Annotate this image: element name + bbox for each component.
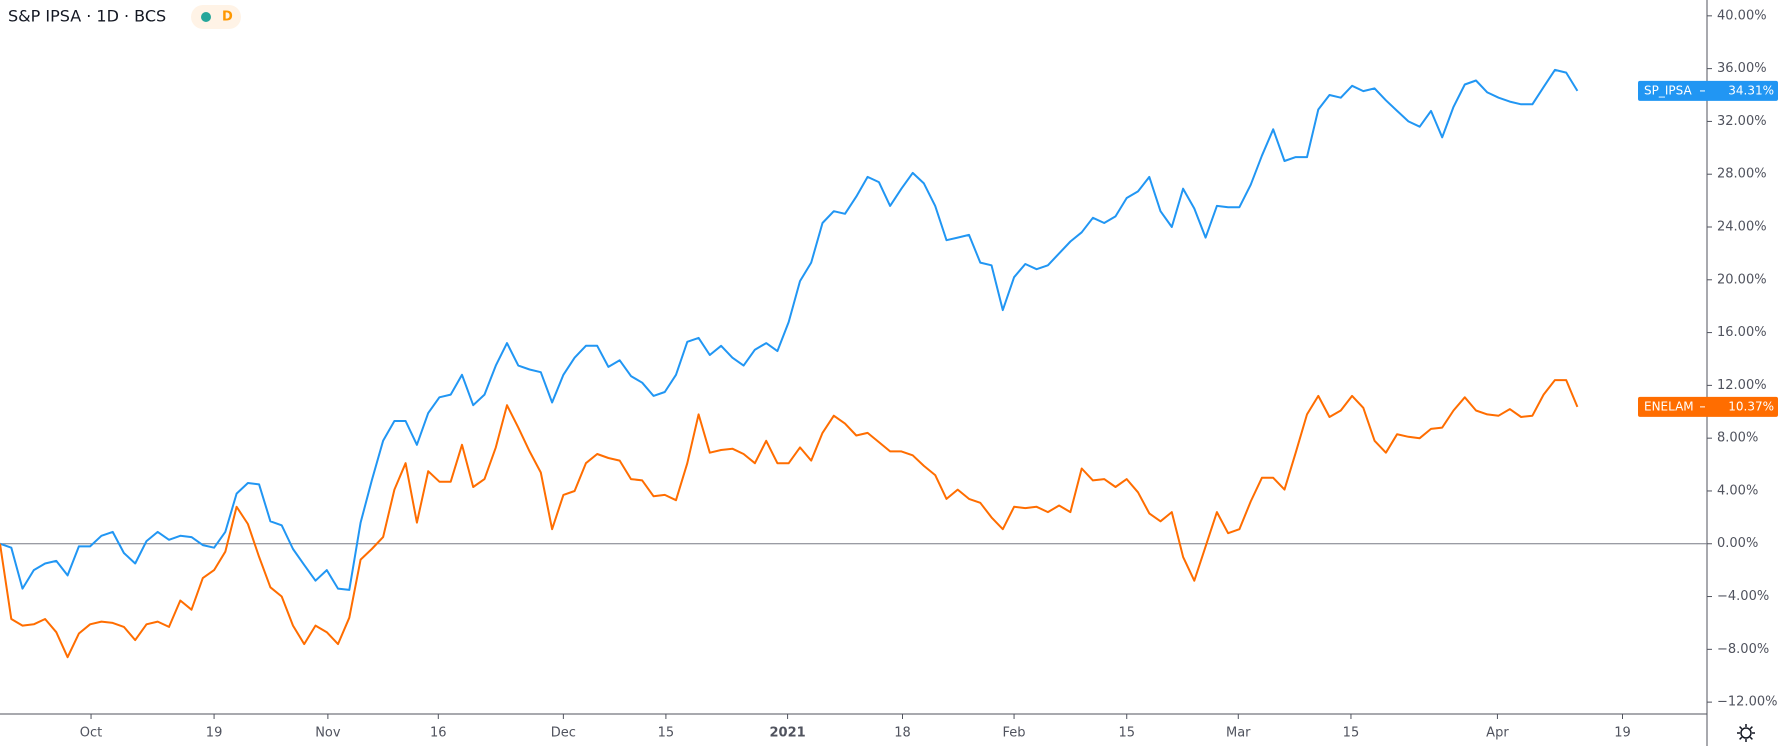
x-tick-label: Oct	[80, 726, 102, 741]
x-tick-label: 19	[206, 726, 223, 741]
series-line	[0, 68, 1579, 591]
legend-badge: D	[222, 10, 233, 25]
x-tick-label: Nov	[315, 726, 341, 741]
x-tick-label: Dec	[551, 726, 576, 741]
y-tick-label: 4.00%	[1717, 483, 1758, 498]
y-tick-label: 12.00%	[1717, 378, 1767, 393]
last-value-label: 34.31%	[1728, 83, 1774, 97]
y-tick-label: 40.00%	[1717, 8, 1767, 23]
legend-badge-bg	[191, 5, 241, 29]
y-tick-label: 20.00%	[1717, 272, 1767, 287]
last-value-badge	[1638, 396, 1778, 417]
y-tick-label: 36.00%	[1717, 61, 1767, 76]
y-tick-label: 0.00%	[1717, 536, 1758, 551]
x-tick-label: 15	[1343, 726, 1360, 741]
last-value-badge	[1638, 80, 1778, 101]
y-tick-label: −12.00%	[1717, 695, 1777, 710]
x-tick-label: 15	[658, 726, 675, 741]
legend-title: S&P IPSA · 1D · BCS	[8, 7, 166, 26]
y-tick-label: 8.00%	[1717, 431, 1758, 446]
last-value-label: 10.37%	[1728, 399, 1774, 413]
settings-icon[interactable]	[1737, 724, 1755, 742]
y-tick-label: −8.00%	[1717, 642, 1769, 657]
x-tick-label: 18	[894, 726, 911, 741]
x-tick-label: Mar	[1226, 726, 1251, 741]
x-tick-label: Apr	[1486, 726, 1509, 741]
legend-status-dot	[201, 12, 211, 22]
x-tick-label: 19	[1614, 726, 1631, 741]
x-tick-label: Feb	[1003, 726, 1026, 741]
series-name: SP_IPSA	[1644, 83, 1692, 97]
y-tick-label: 16.00%	[1717, 325, 1767, 340]
series-line	[0, 379, 1579, 659]
x-tick-label: 2021	[769, 726, 805, 741]
x-tick-label: 15	[1118, 726, 1135, 741]
series-name: ENELAM	[1644, 399, 1694, 413]
y-tick-label: 28.00%	[1717, 167, 1767, 182]
x-tick-label: 16	[430, 726, 447, 741]
y-tick-label: 24.00%	[1717, 220, 1767, 235]
y-tick-label: −4.00%	[1717, 589, 1769, 604]
y-tick-label: 32.00%	[1717, 114, 1767, 129]
